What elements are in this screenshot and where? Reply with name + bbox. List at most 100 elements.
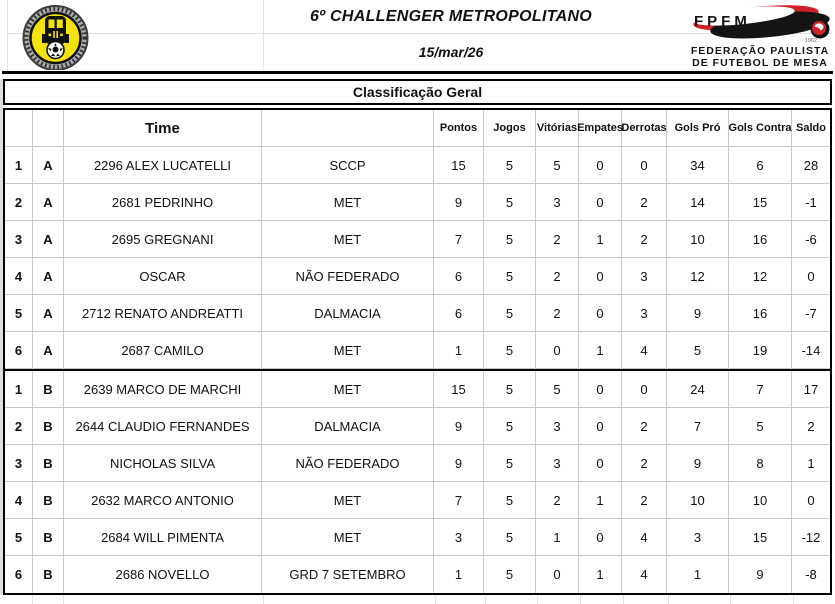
player-club: MET [262,519,434,555]
stat-vitorias: 2 [536,221,579,257]
section-title: Classificação Geral [352,84,483,100]
stat-derrotas: 2 [622,482,667,518]
player-name: 2684 WILL PIMENTA [64,519,262,555]
player-name: OSCAR [64,258,262,294]
player-name: 2695 GREGNANI [64,221,262,257]
stat-jogos: 5 [484,445,536,481]
row-group: A [33,147,64,183]
table-row: 6 A 2687 CAMILO MET 1 5 0 1 4 5 19 -14 [5,332,830,369]
row-position: 3 [5,445,33,481]
header-derrotas: Derrotas [621,110,667,146]
header-gols-pro: Gols Pró [667,110,729,146]
federation-name-line2: DE FUTEBOL DE MESA [692,57,828,69]
row-position: 5 [5,295,33,331]
stat-derrotas: 4 [622,332,667,368]
stat-saldo: -7 [805,305,817,321]
stat-jogos: 5 [484,147,536,183]
stat-saldo: 0 [807,492,815,508]
stat-empates: 0 [579,408,622,444]
stat-gols-contra: 15 [729,184,792,220]
group-a-rows: 1 A 2296 ALEX LUCATELLI SCCP 15 5 5 0 0 … [5,147,830,369]
stat-empates: 0 [579,519,622,555]
stat-gols-contra: 8 [729,445,792,481]
stat-gols-contra: 12 [729,258,792,294]
player-name: 2687 CAMILO [64,332,262,368]
stat-jogos: 5 [484,371,536,407]
stat-vitorias: 2 [536,258,579,294]
header-saldo: Saldo [796,122,826,134]
header-time: Time [64,110,262,146]
player-name: 2686 NOVELLO [64,556,262,593]
section-title-bar: Classificação Geral [3,79,832,105]
player-club: SCCP [262,147,434,183]
row-group: B [33,482,64,518]
player-club: MET [262,332,434,368]
stat-empates: 1 [579,221,622,257]
stat-gols-contra: 5 [729,408,792,444]
stat-gols-pro: 12 [667,258,729,294]
row-position: 6 [5,556,33,593]
stat-vitorias: 5 [536,371,579,407]
table-row: 6 B 2686 NOVELLO GRD 7 SETEMBRO 1 5 0 1 … [5,556,830,593]
event-header: 6º CHALLENGER METROPOLITANO 15/mar/26 FP… [0,0,835,74]
header-pontos: Pontos [434,110,484,146]
stat-jogos: 5 [484,408,536,444]
stat-gols-pro: 9 [667,295,729,331]
row-group: B [33,408,64,444]
player-name: 2681 PEDRINHO [64,184,262,220]
gridline [435,595,436,604]
stat-saldo: 2 [807,418,815,434]
table-row: 2 A 2681 PEDRINHO MET 9 5 3 0 2 14 15 -1 [5,184,830,221]
fpfm-federation-logo: FPFM 1962 FEDERAÇÃO PAULISTA DE FUTEBOL … [691,5,830,69]
header-divider [2,71,833,74]
gridline [63,595,64,604]
stat-gols-pro: 7 [667,408,729,444]
stat-saldo: -12 [801,529,821,545]
table-row: 4 B 2632 MARCO ANTONIO MET 7 5 2 1 2 10 … [5,482,830,519]
stat-saldo: -14 [801,342,821,358]
row-position: 5 [5,519,33,555]
player-club: NÃO FEDERADO [262,258,434,294]
stat-vitorias: 5 [536,147,579,183]
table-row: 1 A 2296 ALEX LUCATELLI SCCP 15 5 5 0 0 … [5,147,830,184]
stat-derrotas: 2 [622,408,667,444]
stat-gols-contra: 6 [729,147,792,183]
stat-gols-pro: 1 [667,556,729,593]
row-position: 1 [5,147,33,183]
gridline [668,595,669,604]
stat-jogos: 5 [484,519,536,555]
stat-empates: 0 [579,295,622,331]
row-position: 2 [5,408,33,444]
stat-jogos: 5 [484,221,536,257]
stat-gols-contra: 15 [729,519,792,555]
gridline [485,595,486,604]
stat-derrotas: 0 [622,371,667,407]
gridline [8,33,832,34]
player-club: MET [262,184,434,220]
gridline [793,595,794,604]
stat-gols-contra: 16 [729,221,792,257]
row-group: B [33,445,64,481]
stat-jogos: 5 [484,556,536,593]
gridline [32,595,33,604]
table-row: 3 A 2695 GREGNANI MET 7 5 2 1 2 10 16 -6 [5,221,830,258]
stat-empates: 0 [579,371,622,407]
header-empates: Empates [577,110,623,146]
stat-empates: 1 [579,332,622,368]
stat-derrotas: 4 [622,556,667,593]
stat-pontos: 6 [434,295,484,331]
stat-pontos: 3 [434,519,484,555]
row-group: B [33,519,64,555]
stat-empates: 0 [579,445,622,481]
stat-vitorias: 0 [536,556,579,593]
row-group: A [33,184,64,220]
stat-gols-pro: 24 [667,371,729,407]
player-name: 2712 RENATO ANDREATTI [64,295,262,331]
stat-derrotas: 0 [622,147,667,183]
stat-gols-contra: 7 [729,371,792,407]
stat-gols-pro: 3 [667,519,729,555]
stat-jogos: 5 [484,184,536,220]
stat-empates: 0 [579,147,622,183]
stat-vitorias: 2 [536,482,579,518]
